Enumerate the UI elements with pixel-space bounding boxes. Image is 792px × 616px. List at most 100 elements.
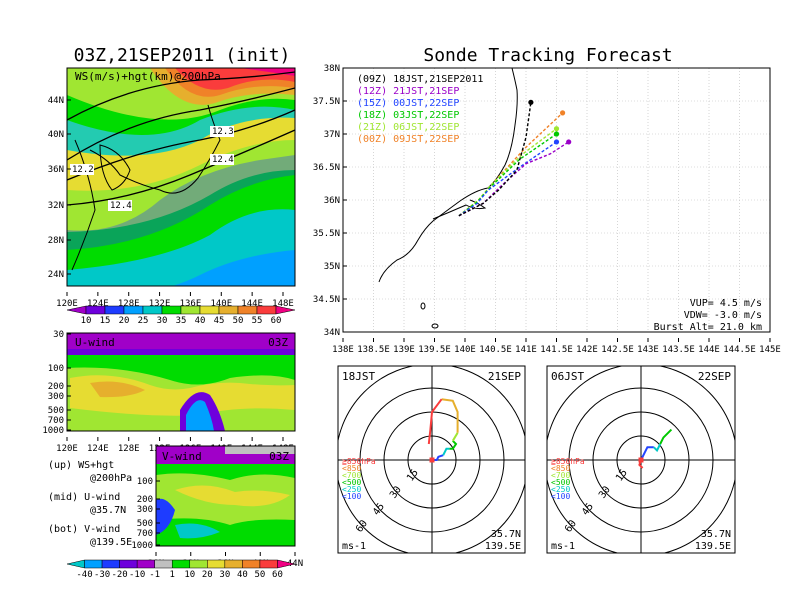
contour-label: 12.2: [72, 165, 94, 175]
map-x-tick-label: 142E: [576, 345, 598, 355]
v-panel-time: 03Z: [269, 450, 289, 463]
uv-colorbar-bin: [189, 559, 208, 569]
u-y-tick-label: 1000: [42, 426, 64, 436]
ws-colorbar-bin: [180, 305, 201, 315]
ws-colorbar-label: 40: [195, 316, 206, 326]
uv-colorbar-bin: [277, 559, 296, 569]
ws-y-tick-label: 28N: [48, 236, 64, 246]
u-y-tick-label: 500: [48, 406, 64, 416]
u-x-tick-label: 120E: [56, 444, 78, 454]
legend-entry: (09Z) 18JST,21SEP2011: [357, 74, 483, 85]
note-mid2: @35.7N: [90, 505, 126, 516]
hodo-legend-entry: <700: [551, 471, 570, 480]
uv-colorbar-label: 10: [184, 570, 195, 580]
map-y-tick-label: 36N: [324, 196, 340, 206]
island-1: [420, 302, 426, 310]
v-y-tick-label: 500: [137, 519, 153, 529]
ws-x-tick-label: 124E: [87, 299, 109, 309]
param-vdw: VDW= -3.0 m/s: [684, 310, 762, 321]
track-endpoint: [553, 131, 560, 137]
map-y-tick-label: 38N: [324, 64, 340, 74]
v-y-tick-label: 200: [137, 495, 153, 505]
u-x-tick-label: 128E: [118, 444, 140, 454]
contour-label: 12.4: [212, 155, 234, 165]
hodo-lat: 35.7N: [491, 529, 521, 540]
uv-colorbar-bin: [119, 559, 138, 569]
ws-y-tick-label: 24N: [48, 270, 64, 280]
v-band-6: [175, 523, 220, 539]
contour-label-bg: [108, 200, 132, 211]
u-top-band: [67, 333, 295, 349]
hodo-unit: ms-1: [551, 541, 575, 552]
hodo-legend-entry: <500: [342, 478, 361, 487]
left-title: 03Z,21SEP2011 (init): [74, 45, 291, 66]
ws-band-11: [175, 68, 295, 90]
hodo-legend-entry: ≧850hPa: [551, 457, 585, 466]
map-x-tick-label: 141.5E: [540, 345, 573, 355]
map-x-tick-label: 139E: [393, 345, 415, 355]
map-x-tick-label: 143E: [637, 345, 659, 355]
ws-x-tick-label: 136E: [180, 299, 202, 309]
map-x-tick-label: 138E: [332, 345, 354, 355]
ws-colorbar-bin: [275, 305, 296, 315]
legend-entry: (12Z) 21JST,21SEP: [357, 86, 459, 97]
ws-contour-labels: 12.3 12.4 12.2 12.4: [70, 126, 234, 211]
ws-colorbar-label: 20: [119, 316, 130, 326]
uv-colorbar-bin: [259, 559, 278, 569]
track-endpoint: [553, 139, 560, 145]
contour-label: 12.3: [212, 127, 234, 137]
map-x-tick-label: 145E: [759, 345, 781, 355]
contour-label: 12.4: [110, 201, 132, 211]
hodo-trace: [640, 446, 654, 461]
ws-band-13: [67, 155, 295, 250]
uv-colorbar: -40 -30 -20 -10 -1 1 10 20 30 40 50 60: [66, 559, 296, 580]
u-panel-time: 03Z: [268, 336, 288, 349]
ws-y-ticks: 44N 40N 36N 32N 28N 24N: [48, 96, 71, 280]
ws-colorbar-label: 45: [214, 316, 225, 326]
v-grey-band: [225, 446, 295, 454]
note-up2: @200hPa: [90, 473, 132, 484]
map-y-tick-label: 35N: [324, 262, 340, 272]
hodo-unit: ms-1: [342, 541, 366, 552]
map-x-tick-label: 143.5E: [662, 345, 695, 355]
ws-map-panel: WS(m/s)+hgt(km)@200hPa 12.312.412.212.4 …: [48, 67, 296, 326]
v-y-tick-label: 300: [137, 505, 153, 515]
map-y-tick-label: 37N: [324, 130, 340, 140]
legend-entry: (15Z) 00JST,22SEP: [357, 98, 459, 109]
map-x-tick-label: 144.5E: [723, 345, 756, 355]
uv-colorbar-label: -20: [111, 570, 127, 580]
hodo-origin-marker: [429, 457, 435, 463]
v-wind-panel: V-wind 03Z 28N32N36N40N44N 1002003005007…: [66, 445, 303, 580]
map-y-tick-label: 37.5N: [313, 97, 340, 107]
ws-x-tick-label: 128E: [118, 299, 140, 309]
uv-colorbar-label: -40: [76, 570, 92, 580]
uv-colorbar-bin: [101, 559, 120, 569]
uv-colorbar-label: 50: [255, 570, 266, 580]
hodo-legend-entry: <100: [342, 492, 361, 501]
ws-colorbar-label: 60: [271, 316, 282, 326]
ws-colorbar: 10 15 20 25 30 35 40 45 50 55 60: [66, 305, 296, 326]
u-panel-title: U-wind: [75, 336, 115, 349]
u-y-tick-label: 200: [48, 382, 64, 392]
ws-coastline-korea: [99, 144, 131, 191]
uv-colorbar-label: -30: [94, 570, 110, 580]
note-up: (up) WS+hgt: [48, 460, 114, 471]
note-bot2: @139.5E: [90, 537, 132, 548]
hodo-legend-entry: <250: [342, 485, 361, 494]
island-2: [431, 323, 439, 329]
uv-colorbar-bin: [84, 559, 103, 569]
sonde-track-map: 138E 138.5E 139E 139.5E 140E 140.5E 141E 141.5E…: [313, 64, 781, 355]
u-wind-panel: U-wind 03Z 120E124E128E132E136E140E144E1…: [42, 330, 296, 454]
u-y-tick-label: 30: [53, 330, 64, 340]
map-y-tick-label: 35.5N: [313, 229, 340, 239]
hodo-trace: [442, 447, 450, 456]
ws-x-tick-label: 140E: [210, 299, 232, 309]
v-y-tick-label: 1000: [131, 541, 153, 551]
u-band-5: [90, 381, 145, 398]
hodo-trace: [659, 428, 673, 445]
uv-colorbar-label: 20: [202, 570, 213, 580]
map-x-tick-label: 141E: [515, 345, 537, 355]
u-y-tick-label: 100: [48, 364, 64, 374]
map-x-tick-label: 144E: [698, 345, 720, 355]
